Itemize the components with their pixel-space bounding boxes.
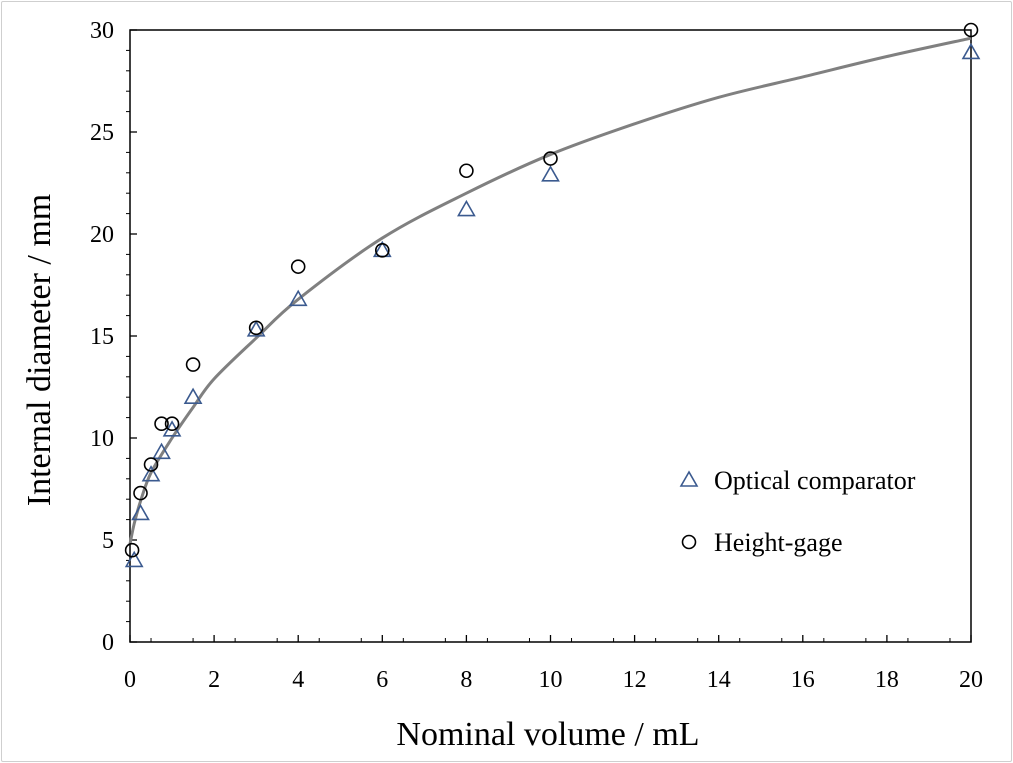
point-triangle bbox=[124, 550, 144, 568]
y-tick-label: 30 bbox=[90, 18, 114, 44]
point-circle bbox=[185, 357, 201, 372]
legend-label-optical: Optical comparator bbox=[714, 466, 916, 495]
point-triangle bbox=[961, 42, 981, 60]
legend-triangle-icon bbox=[679, 470, 699, 487]
point-circle bbox=[124, 542, 140, 558]
y-tick-label: 25 bbox=[90, 120, 114, 146]
legend-circle-icon bbox=[681, 534, 697, 550]
point-circle bbox=[374, 243, 390, 258]
x-tick-label: 18 bbox=[875, 667, 899, 693]
x-tick-label: 14 bbox=[707, 667, 731, 693]
point-circle bbox=[164, 416, 180, 432]
axis-tick-labels: 0 2 4 6 8 10 12 14 16 18 20 0 5 10 15 20 25 30 bbox=[90, 18, 983, 693]
legend-label-height-gage: Height-gage bbox=[714, 528, 843, 557]
point-circle bbox=[963, 22, 979, 38]
point-triangle bbox=[152, 442, 171, 460]
y-tick-label: 20 bbox=[90, 222, 114, 248]
y-tick-label: 15 bbox=[90, 324, 114, 350]
x-tick-label: 0 bbox=[124, 667, 136, 693]
fit-curve bbox=[128, 36, 972, 545]
point-triangle bbox=[457, 199, 476, 217]
fit-curve-group bbox=[128, 36, 972, 545]
y-tick-label: 10 bbox=[90, 426, 114, 452]
y-tick-label: 5 bbox=[102, 528, 114, 554]
x-tick-label: 20 bbox=[959, 667, 983, 693]
x-tick-label: 2 bbox=[208, 667, 220, 693]
x-axis-title: Nominal volume / mL bbox=[396, 716, 699, 753]
x-tick-label: 4 bbox=[292, 667, 304, 693]
point-triangle bbox=[541, 165, 560, 182]
point-triangle bbox=[246, 320, 266, 337]
x-tick-label: 12 bbox=[623, 667, 647, 693]
point-triangle bbox=[131, 503, 150, 521]
point-triangle bbox=[288, 289, 308, 307]
point-circle bbox=[543, 151, 558, 166]
point-circle bbox=[290, 259, 306, 274]
y-tick-label: 0 bbox=[102, 630, 114, 656]
point-circle bbox=[154, 416, 169, 432]
x-tick-label: 8 bbox=[460, 667, 472, 693]
point-circle bbox=[133, 485, 148, 501]
point-triangle bbox=[183, 387, 203, 405]
point-circle bbox=[459, 163, 474, 179]
y-axis-title: Internal diameter / mm bbox=[21, 194, 58, 507]
data-points bbox=[124, 22, 981, 568]
point-circle bbox=[143, 457, 159, 472]
point-triangle bbox=[141, 465, 161, 482]
point-circle bbox=[248, 320, 264, 336]
x-tick-label: 16 bbox=[791, 667, 815, 693]
x-tick-label: 6 bbox=[376, 667, 388, 693]
legend: Optical comparator Height-gage bbox=[679, 466, 916, 557]
x-tick-label: 10 bbox=[539, 667, 563, 693]
